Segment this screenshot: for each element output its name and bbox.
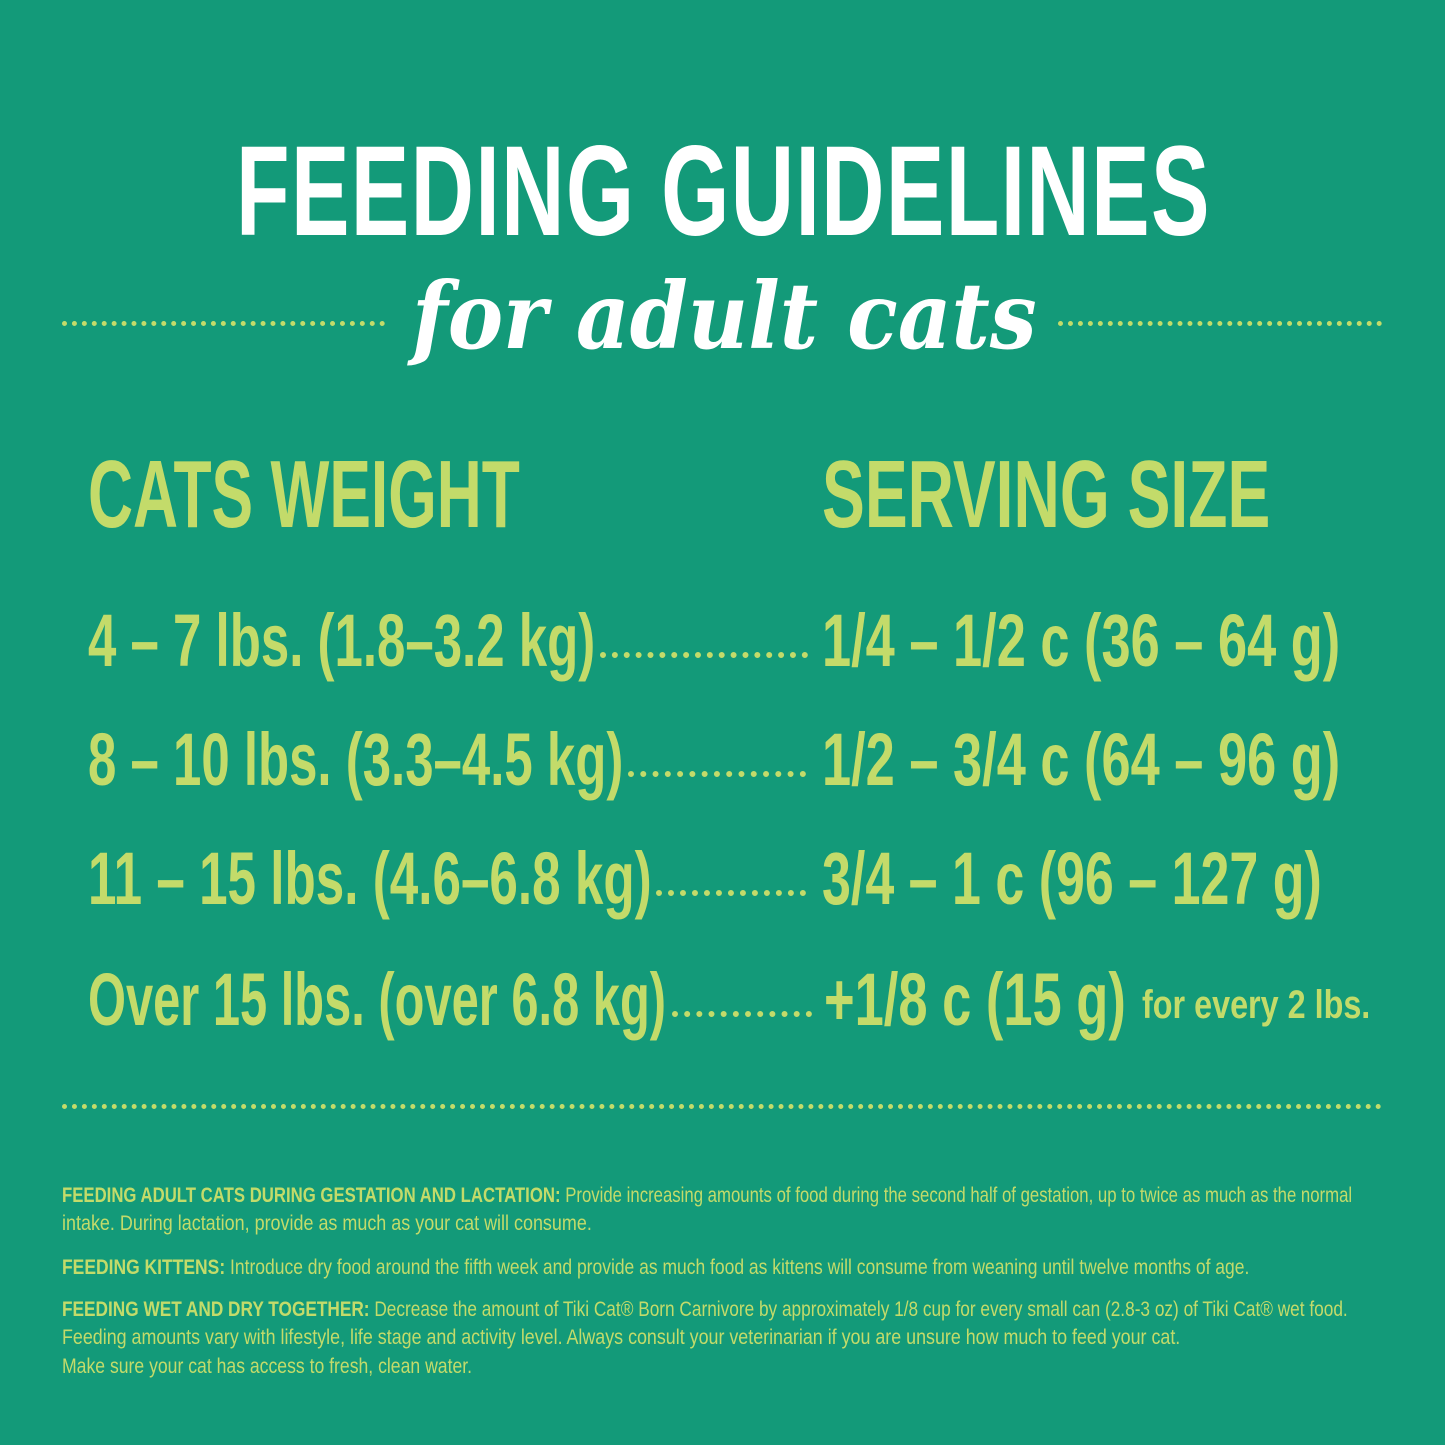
note-label: FEEDING KITTENS: [62, 1256, 226, 1279]
leader-dots [656, 890, 806, 896]
note-gestation: FEEDING ADULT CATS DURING GESTATION AND … [62, 1184, 1352, 1208]
row-weight: 11 – 15 lbs. (4.6–6.8 kg) [88, 837, 652, 920]
row-serving: 1/4 – 1/2 c (36 – 64 g) [822, 599, 1341, 682]
leader-dots [600, 652, 808, 658]
dotted-divider-bottom [62, 1104, 1382, 1109]
row-serving: +1/8 c (15 g) [824, 958, 1126, 1041]
row-serving: 3/4 – 1 c (96 – 127 g) [822, 837, 1322, 920]
note-text: Decrease the amount of Tiki Cat® Born Ca… [374, 1298, 1348, 1321]
dotted-divider-right [1058, 321, 1382, 326]
dotted-divider-left [62, 321, 385, 326]
row-weight: 4 – 7 lbs. (1.8–3.2 kg) [88, 599, 596, 682]
leader-dots [672, 1011, 812, 1017]
note-text: Introduce dry food around the fifth week… [230, 1256, 1250, 1279]
note-label: FEEDING WET AND DRY TOGETHER: [62, 1298, 370, 1321]
note-text: Provide increasing amounts of food durin… [565, 1184, 1353, 1207]
note-text: intake. During lactation, provide as muc… [62, 1212, 592, 1235]
row-weight: Over 15 lbs. (over 6.8 kg) [88, 958, 667, 1041]
header-serving-size: SERVING SIZE [822, 441, 1271, 548]
row-serving: 1/2 – 3/4 c (64 – 96 g) [822, 718, 1341, 801]
leader-dots [628, 771, 806, 777]
note-kittens: FEEDING KITTENS: Introduce dry food arou… [62, 1256, 1249, 1280]
note-wet-dry: FEEDING WET AND DRY TOGETHER: Decrease t… [62, 1298, 1348, 1322]
note-text: Make sure your cat has access to fresh, … [62, 1355, 473, 1378]
note-label: FEEDING ADULT CATS DURING GESTATION AND … [62, 1184, 561, 1207]
page-title: FEEDING GUIDELINES [236, 120, 1211, 263]
note-text: Feeding amounts vary with lifestyle, lif… [62, 1326, 1181, 1349]
row-serving-note: for every 2 lbs. [1142, 983, 1371, 1027]
page-subtitle: for adult cats [412, 262, 1037, 370]
header-cats-weight: CATS WEIGHT [88, 441, 520, 548]
row-weight: 8 – 10 lbs. (3.3–4.5 kg) [88, 718, 624, 801]
